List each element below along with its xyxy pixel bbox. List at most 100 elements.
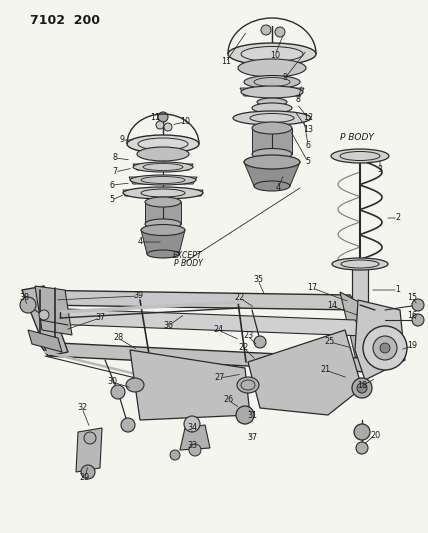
Polygon shape bbox=[129, 177, 197, 184]
Text: 22: 22 bbox=[239, 343, 249, 352]
Ellipse shape bbox=[252, 122, 292, 134]
Circle shape bbox=[380, 343, 390, 353]
Text: 7: 7 bbox=[113, 167, 118, 176]
Circle shape bbox=[412, 314, 424, 326]
Ellipse shape bbox=[130, 175, 196, 185]
Ellipse shape bbox=[137, 147, 189, 161]
Ellipse shape bbox=[244, 155, 300, 169]
Text: 17: 17 bbox=[307, 284, 317, 293]
Ellipse shape bbox=[147, 250, 179, 258]
Ellipse shape bbox=[233, 111, 311, 125]
Ellipse shape bbox=[252, 103, 292, 113]
Text: 16: 16 bbox=[407, 311, 417, 320]
Circle shape bbox=[39, 310, 49, 320]
Text: 8: 8 bbox=[113, 154, 118, 163]
Circle shape bbox=[20, 297, 36, 313]
Text: P BODY: P BODY bbox=[174, 260, 202, 269]
Ellipse shape bbox=[254, 181, 290, 191]
Text: 5: 5 bbox=[110, 196, 115, 205]
Polygon shape bbox=[130, 350, 250, 420]
Text: 15: 15 bbox=[407, 294, 417, 303]
Polygon shape bbox=[141, 230, 185, 254]
Ellipse shape bbox=[127, 135, 199, 153]
Text: 4: 4 bbox=[276, 183, 280, 192]
Text: 37: 37 bbox=[95, 313, 105, 322]
Ellipse shape bbox=[257, 98, 287, 106]
Text: EXCEPT: EXCEPT bbox=[173, 251, 203, 260]
Text: 20: 20 bbox=[370, 431, 380, 440]
Text: 35: 35 bbox=[253, 276, 263, 285]
Text: 5: 5 bbox=[306, 157, 311, 166]
Ellipse shape bbox=[133, 162, 193, 172]
Text: 6: 6 bbox=[306, 141, 310, 149]
Polygon shape bbox=[22, 286, 68, 356]
Text: 23: 23 bbox=[243, 332, 253, 341]
Circle shape bbox=[156, 121, 164, 129]
Text: 27: 27 bbox=[215, 374, 225, 383]
Text: 18: 18 bbox=[357, 382, 367, 391]
Ellipse shape bbox=[123, 187, 203, 199]
Text: 28: 28 bbox=[113, 334, 123, 343]
Ellipse shape bbox=[145, 219, 181, 229]
Text: 24: 24 bbox=[213, 326, 223, 335]
Polygon shape bbox=[123, 190, 203, 196]
Text: 2: 2 bbox=[395, 214, 401, 222]
Circle shape bbox=[121, 418, 135, 432]
Text: 1: 1 bbox=[395, 286, 401, 295]
Circle shape bbox=[352, 378, 372, 398]
Text: 33: 33 bbox=[187, 441, 197, 450]
Circle shape bbox=[170, 450, 180, 460]
Polygon shape bbox=[340, 292, 380, 372]
Text: 8: 8 bbox=[295, 95, 300, 104]
Polygon shape bbox=[180, 425, 210, 450]
Ellipse shape bbox=[241, 86, 303, 98]
Text: 39: 39 bbox=[133, 292, 143, 301]
Text: 21: 21 bbox=[320, 366, 330, 375]
Circle shape bbox=[373, 336, 397, 360]
Ellipse shape bbox=[145, 197, 181, 207]
Text: 9: 9 bbox=[119, 135, 125, 144]
Ellipse shape bbox=[252, 149, 292, 159]
Ellipse shape bbox=[237, 377, 259, 393]
Circle shape bbox=[84, 432, 96, 444]
Circle shape bbox=[412, 299, 424, 311]
Circle shape bbox=[357, 383, 367, 393]
Circle shape bbox=[363, 326, 407, 370]
Polygon shape bbox=[133, 164, 193, 170]
Circle shape bbox=[158, 112, 168, 122]
Text: 31: 31 bbox=[247, 410, 257, 419]
Circle shape bbox=[356, 442, 368, 454]
Text: 12: 12 bbox=[303, 114, 313, 123]
Polygon shape bbox=[22, 290, 360, 310]
Text: 11: 11 bbox=[221, 58, 231, 67]
Polygon shape bbox=[244, 162, 300, 186]
Text: 22: 22 bbox=[235, 294, 245, 303]
Circle shape bbox=[275, 27, 285, 37]
Text: 36: 36 bbox=[163, 321, 173, 330]
Ellipse shape bbox=[126, 378, 144, 392]
Text: 9: 9 bbox=[282, 74, 288, 83]
Text: 32: 32 bbox=[77, 403, 87, 413]
Text: 29: 29 bbox=[80, 473, 90, 482]
Circle shape bbox=[254, 336, 266, 348]
Polygon shape bbox=[352, 268, 368, 305]
Polygon shape bbox=[40, 308, 365, 336]
Polygon shape bbox=[145, 202, 181, 224]
Circle shape bbox=[111, 385, 125, 399]
Polygon shape bbox=[35, 286, 72, 335]
Circle shape bbox=[81, 465, 95, 479]
Text: 30: 30 bbox=[107, 377, 117, 386]
Text: 3: 3 bbox=[377, 166, 383, 174]
Text: 19: 19 bbox=[407, 342, 417, 351]
Text: 13: 13 bbox=[303, 125, 313, 134]
Text: 37: 37 bbox=[247, 433, 257, 442]
Polygon shape bbox=[38, 342, 368, 372]
Ellipse shape bbox=[141, 224, 185, 236]
Ellipse shape bbox=[238, 59, 306, 77]
Circle shape bbox=[184, 416, 200, 432]
Circle shape bbox=[164, 123, 172, 131]
Text: 4: 4 bbox=[137, 238, 143, 246]
Text: 34: 34 bbox=[187, 424, 197, 432]
Circle shape bbox=[236, 406, 254, 424]
Ellipse shape bbox=[244, 76, 300, 88]
